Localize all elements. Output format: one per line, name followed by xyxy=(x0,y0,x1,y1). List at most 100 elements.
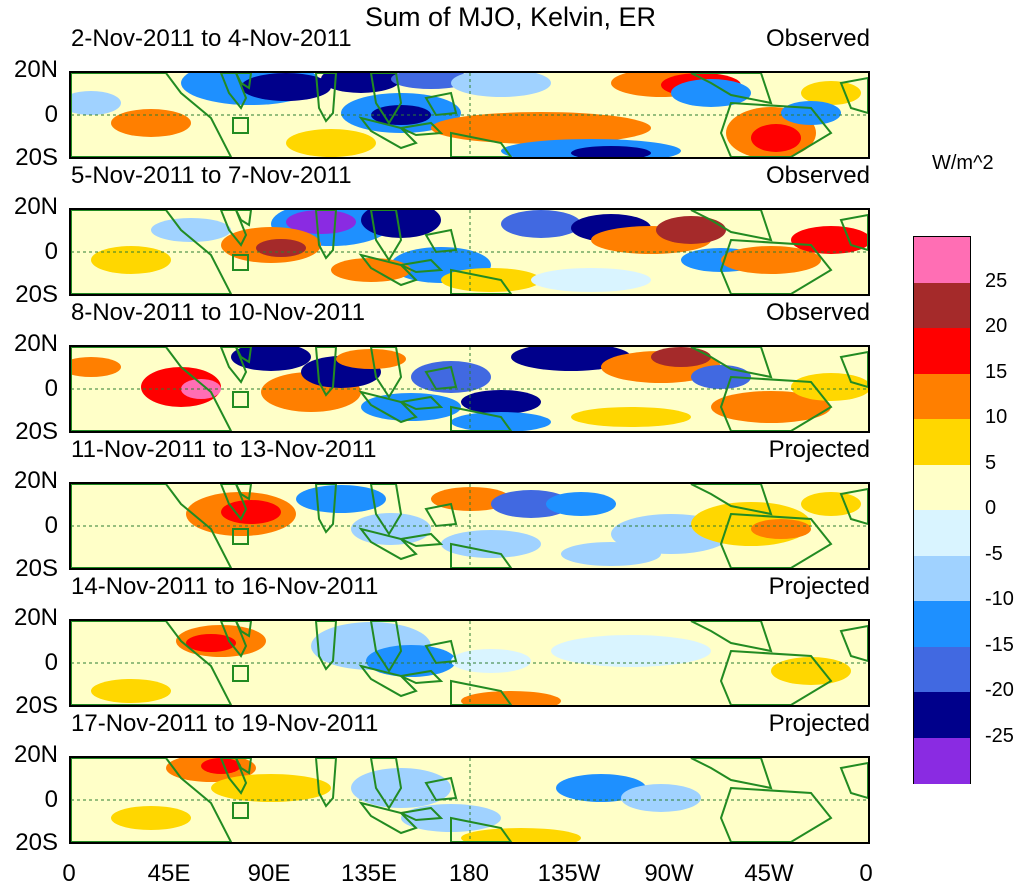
coastline xyxy=(234,621,253,638)
anomaly-contour xyxy=(781,101,841,125)
olr-map xyxy=(69,71,870,159)
coastline xyxy=(369,347,403,399)
anomaly-contour xyxy=(366,645,456,677)
coastline xyxy=(424,365,458,391)
coastline xyxy=(719,101,833,157)
anomaly-contour xyxy=(411,361,491,393)
coastline xyxy=(424,502,458,528)
lon-tick: 0 xyxy=(62,860,76,887)
lon-tick: 90W xyxy=(644,860,694,887)
lat-tick-20s: 20S xyxy=(15,829,58,856)
coastline xyxy=(369,210,403,262)
colorbar-label: 10 xyxy=(985,406,1008,428)
panel-date-range: 11-Nov-2011 to 13-Nov-2011 xyxy=(71,436,377,463)
figure-title: Sum of MJO, Kelvin, ER xyxy=(364,2,657,32)
anomaly-contour xyxy=(451,649,531,673)
lon-tick: 0 xyxy=(859,860,873,887)
coastline xyxy=(219,484,248,521)
coastline xyxy=(234,347,253,364)
lat-tick-0: 0 xyxy=(44,512,58,539)
region-box xyxy=(232,391,249,408)
anomaly-contour xyxy=(571,146,651,157)
anomaly-contour xyxy=(451,412,551,431)
lat-tick-20s: 20S xyxy=(15,144,58,171)
anomaly-contour xyxy=(391,73,471,89)
lat-tick-20n: 20N xyxy=(13,56,58,83)
coastline xyxy=(839,350,868,389)
anomaly-contour xyxy=(461,828,581,842)
map-canvas xyxy=(71,621,868,705)
anomaly-contour xyxy=(441,530,541,558)
coastline xyxy=(314,347,338,397)
colorbar-label: -20 xyxy=(985,679,1014,701)
anomaly-contour xyxy=(751,519,811,539)
lat-tick-20n: 20N xyxy=(13,193,58,220)
anomaly-contour xyxy=(671,79,751,107)
map-canvas xyxy=(71,347,868,431)
region-box xyxy=(232,802,249,819)
colorbar-swatch xyxy=(914,737,970,784)
coastline xyxy=(424,91,458,117)
coastline xyxy=(839,213,868,252)
anomaly-contour xyxy=(801,81,861,105)
panel-date-range: 14-Nov-2011 to 16-Nov-2011 xyxy=(71,573,379,600)
coastline xyxy=(358,116,418,150)
coastline xyxy=(397,121,444,137)
lat-tick-20s: 20S xyxy=(15,555,58,582)
anomaly-contour xyxy=(221,500,281,524)
longitude-axis: 0 45E 90E 135E 180 135W 90W 45W 0 xyxy=(0,860,1021,889)
lat-tick-0: 0 xyxy=(44,238,58,265)
anomaly-contour xyxy=(121,492,181,516)
map-canvas xyxy=(71,73,868,157)
olr-map xyxy=(69,619,870,707)
region-box xyxy=(232,254,249,271)
coastline xyxy=(358,664,418,698)
anomaly-contour xyxy=(331,258,411,282)
anomaly-contour xyxy=(361,210,441,238)
colorbar-swatch xyxy=(914,601,970,647)
colorbar-label: -10 xyxy=(985,588,1014,610)
coastline xyxy=(839,487,868,526)
coastline xyxy=(424,639,458,665)
colorbar-swatch xyxy=(914,646,970,693)
coastline xyxy=(690,347,773,379)
colorbar-swatch xyxy=(914,510,970,556)
anomaly-contour xyxy=(431,112,651,144)
anomaly-contour xyxy=(771,657,851,685)
coastline xyxy=(369,73,403,125)
coastline xyxy=(71,210,233,294)
region-box xyxy=(232,117,249,134)
colorbar-swatch xyxy=(914,555,970,602)
anomaly-contour xyxy=(336,349,406,369)
colorbar-swatch xyxy=(914,237,970,283)
anomaly-contour xyxy=(241,73,331,101)
colorbar-label: -5 xyxy=(985,542,1003,565)
lat-tick-20n: 20N xyxy=(13,604,58,631)
coastline xyxy=(397,532,444,548)
panel-date-range: 2-Nov-2011 to 4-Nov-2011 xyxy=(71,25,352,52)
coastline xyxy=(71,621,233,705)
map-panel: 14-Nov-2011 to 16-Nov-2011 Projected 20N… xyxy=(0,573,880,719)
coastline xyxy=(71,758,233,842)
coastline xyxy=(450,679,513,705)
anomaly-contour xyxy=(111,806,191,830)
lat-tick-0: 0 xyxy=(44,786,58,813)
colorbar-swatch xyxy=(914,328,970,374)
coastline xyxy=(690,484,773,516)
lat-tick-20s: 20S xyxy=(15,281,58,308)
coastline xyxy=(314,621,338,671)
anomaly-contour xyxy=(461,390,541,414)
colorbar-label: 5 xyxy=(985,451,997,474)
coastline xyxy=(234,73,253,90)
olr-map xyxy=(69,345,870,433)
coastline xyxy=(719,238,833,294)
lat-tick-20n: 20N xyxy=(13,467,58,494)
region-box xyxy=(232,528,249,545)
panel-status: Projected xyxy=(768,710,870,737)
anomaly-contour xyxy=(211,774,331,802)
colorbar-swatch xyxy=(914,419,970,465)
anomaly-contour xyxy=(286,129,376,157)
coastline xyxy=(314,758,338,808)
anomaly-contour xyxy=(451,73,551,97)
coastline xyxy=(450,405,513,431)
